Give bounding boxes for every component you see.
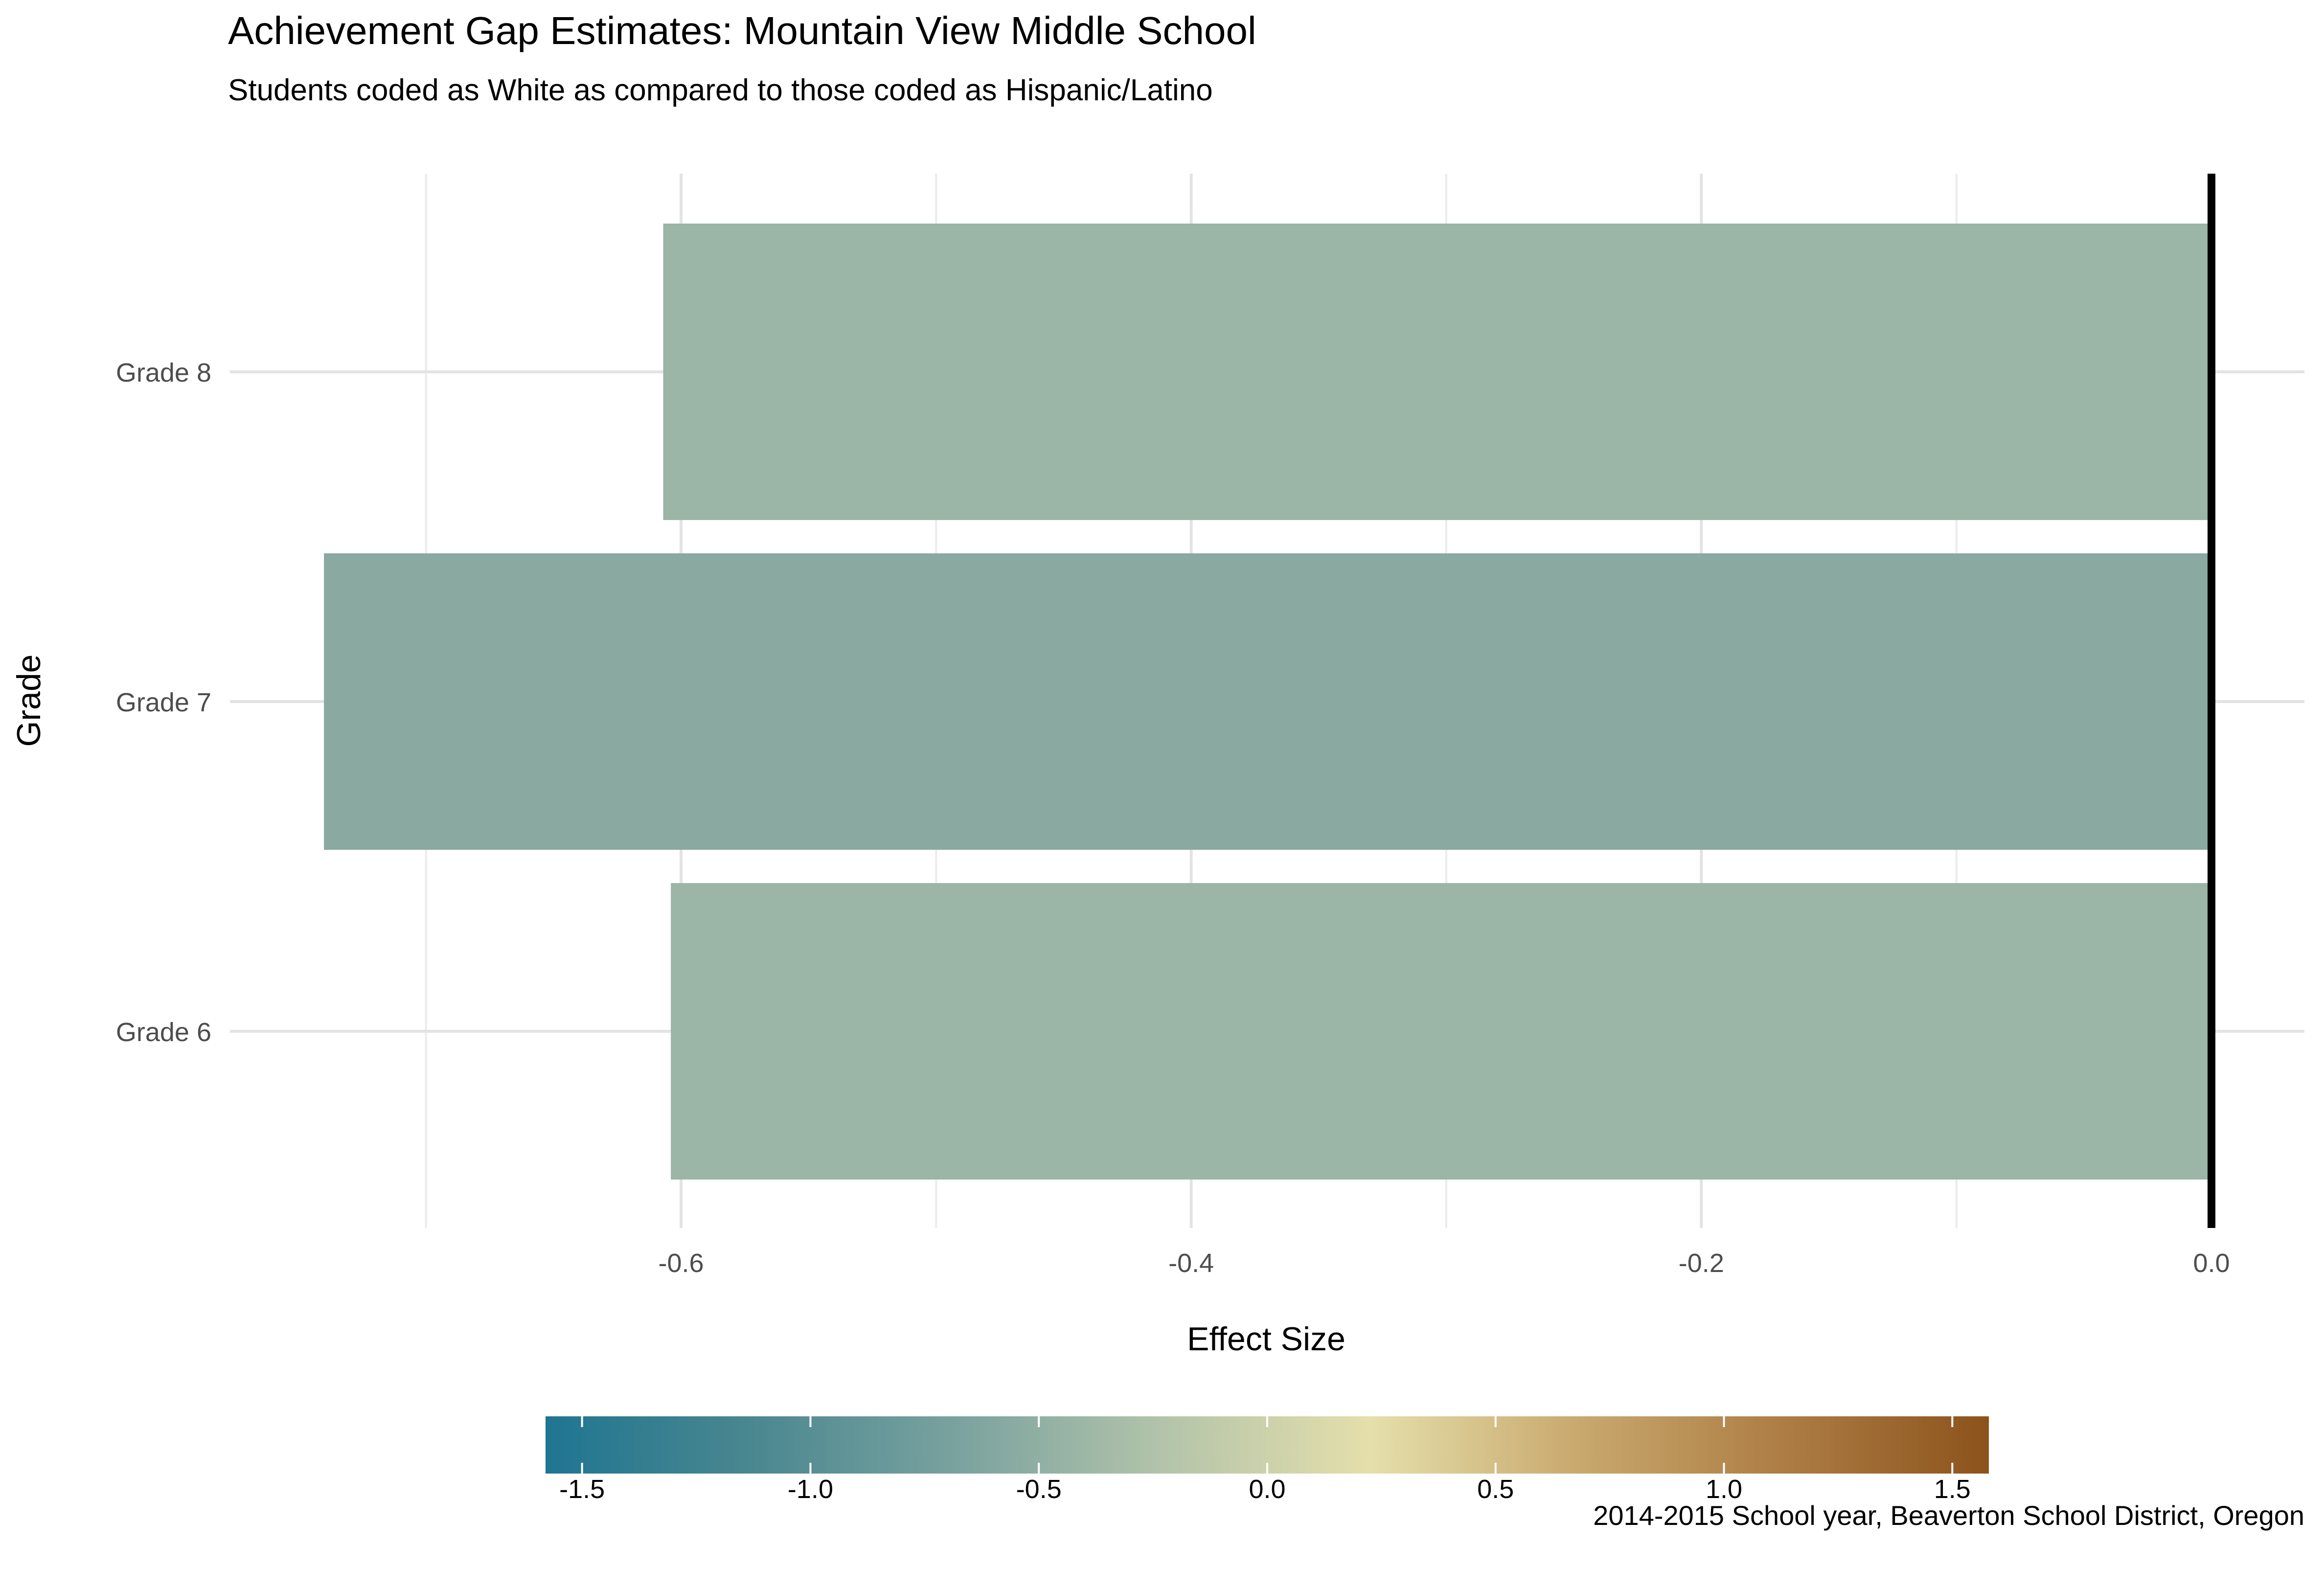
y-tick-labels: Grade 8 Grade 7 Grade 6 (116, 358, 211, 1047)
x-tick-label-1: -0.4 (1168, 1249, 1214, 1278)
colorbar-tick-label-2: -0.5 (1016, 1475, 1062, 1504)
chart-caption: 2014-2015 School year, Beaverton School … (1593, 1500, 2304, 1531)
x-tick-label-0: -0.6 (658, 1249, 704, 1278)
colorbar-tick-label-1: -1.0 (788, 1475, 833, 1504)
colorbar-tick-label-0: -1.5 (559, 1475, 605, 1504)
chart-subtitle: Students coded as White as compared to t… (228, 73, 1213, 107)
colorbar-tick-label-5: 1.0 (1706, 1475, 1742, 1504)
colorbar-ticks: -1.5 -1.0 -0.5 0.0 0.5 1.0 1.5 (559, 1416, 1971, 1504)
y-tick-label-0: Grade 8 (116, 358, 211, 387)
chart-title: Achievement Gap Estimates: Mountain View… (228, 9, 1256, 52)
x-tick-label-2: -0.2 (1679, 1249, 1724, 1278)
x-axis-title: Effect Size (1187, 1320, 1345, 1358)
colorbar-tick-label-6: 1.5 (1934, 1475, 1971, 1504)
colorbar-tick-label-3: 0.0 (1249, 1475, 1285, 1504)
colorbar-legend: -1.5 -1.0 -0.5 0.0 0.5 1.0 1.5 (546, 1416, 1989, 1504)
x-tick-labels: -0.6 -0.4 -0.2 0.0 (658, 1249, 2230, 1278)
y-tick-label-2: Grade 6 (116, 1018, 211, 1047)
y-tick-label-1: Grade 7 (116, 688, 211, 717)
bar-grade-7 (324, 553, 2212, 850)
bar-grade-8 (663, 224, 2211, 520)
x-tick-label-3: 0.0 (2193, 1249, 2230, 1278)
y-axis-title: Grade (10, 655, 47, 747)
colorbar-tick-label-4: 0.5 (1477, 1475, 1514, 1504)
bars (324, 224, 2212, 1180)
bar-grade-6 (671, 883, 2212, 1180)
